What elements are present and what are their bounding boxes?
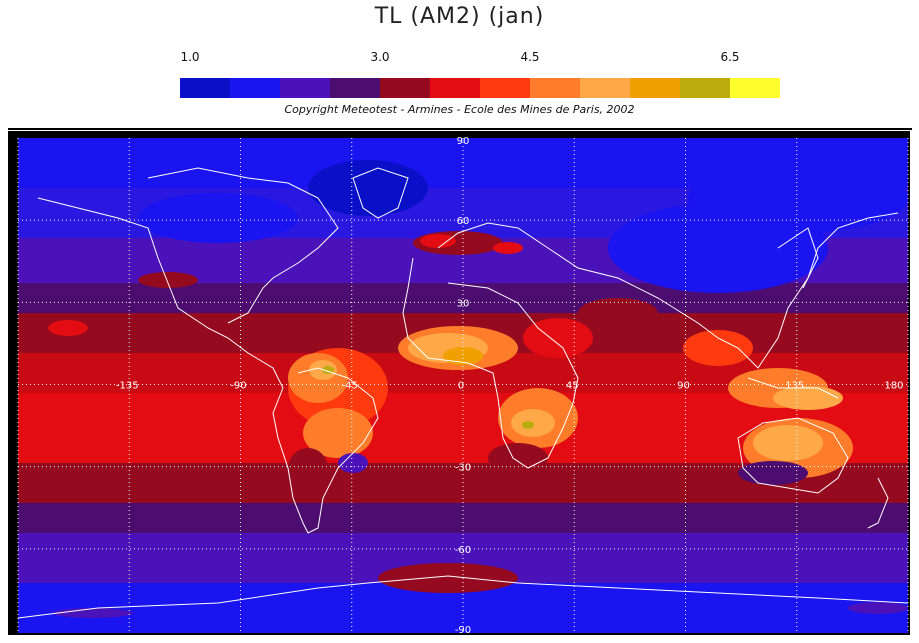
latitude-label: 90	[457, 136, 470, 147]
graticule: -135 -90 -45 0 45 90 135 180 90 60 30 -30 -60 -90	[17, 136, 909, 635]
map-title: TL (AM2) (jan)	[374, 4, 545, 29]
latitude-label: 60	[457, 216, 470, 227]
longitude-label: 90	[677, 381, 690, 392]
longitude-label: 0	[458, 381, 464, 392]
world-map: -135 -90 -45 0 45 90 135 180 90 60 30 -30 -60 -90	[17, 136, 909, 635]
coastlines	[17, 167, 909, 619]
longitude-label: -135	[116, 381, 139, 392]
colorbar-tick-label: 1.0	[180, 50, 200, 64]
latitude-label: 30	[457, 298, 470, 309]
colorbar-swatch	[630, 78, 680, 98]
colorbar-swatch	[330, 78, 380, 98]
copyright-text: Copyright Meteotest - Armines - Ecole de…	[284, 103, 635, 116]
colorbar-swatch	[280, 78, 330, 98]
colorbar-swatch	[580, 78, 630, 98]
longitude-label: 45	[566, 381, 579, 392]
colorbar-tick-label: 3.0	[370, 50, 390, 64]
latitude-label: -30	[455, 463, 471, 474]
longitude-label: -90	[230, 381, 246, 392]
latitude-label: -60	[455, 545, 471, 556]
colorbar-swatch	[680, 78, 730, 98]
longitude-label: -45	[342, 381, 358, 392]
longitude-label: 180	[884, 381, 903, 392]
colorbar-swatch	[430, 78, 480, 98]
world-map-panel: -135 -90 -45 0 45 90 135 180 90 60 30 -30 -60 -90	[8, 131, 910, 635]
colorbar-tick-label: 4.5	[520, 50, 540, 64]
turbidity-field	[18, 138, 908, 633]
colorbar-tick-label: 6.5	[720, 50, 740, 64]
colorbar-swatch	[230, 78, 280, 98]
colorbar-swatch	[730, 78, 780, 98]
colorbar-swatch	[180, 78, 230, 98]
colorbar-swatch	[530, 78, 580, 98]
separator-line	[8, 128, 912, 130]
colorbar-swatch	[480, 78, 530, 98]
colorbar-swatch	[380, 78, 430, 98]
latitude-label: -90	[455, 625, 471, 635]
colorbar	[180, 78, 780, 98]
longitude-label: 135	[785, 381, 804, 392]
